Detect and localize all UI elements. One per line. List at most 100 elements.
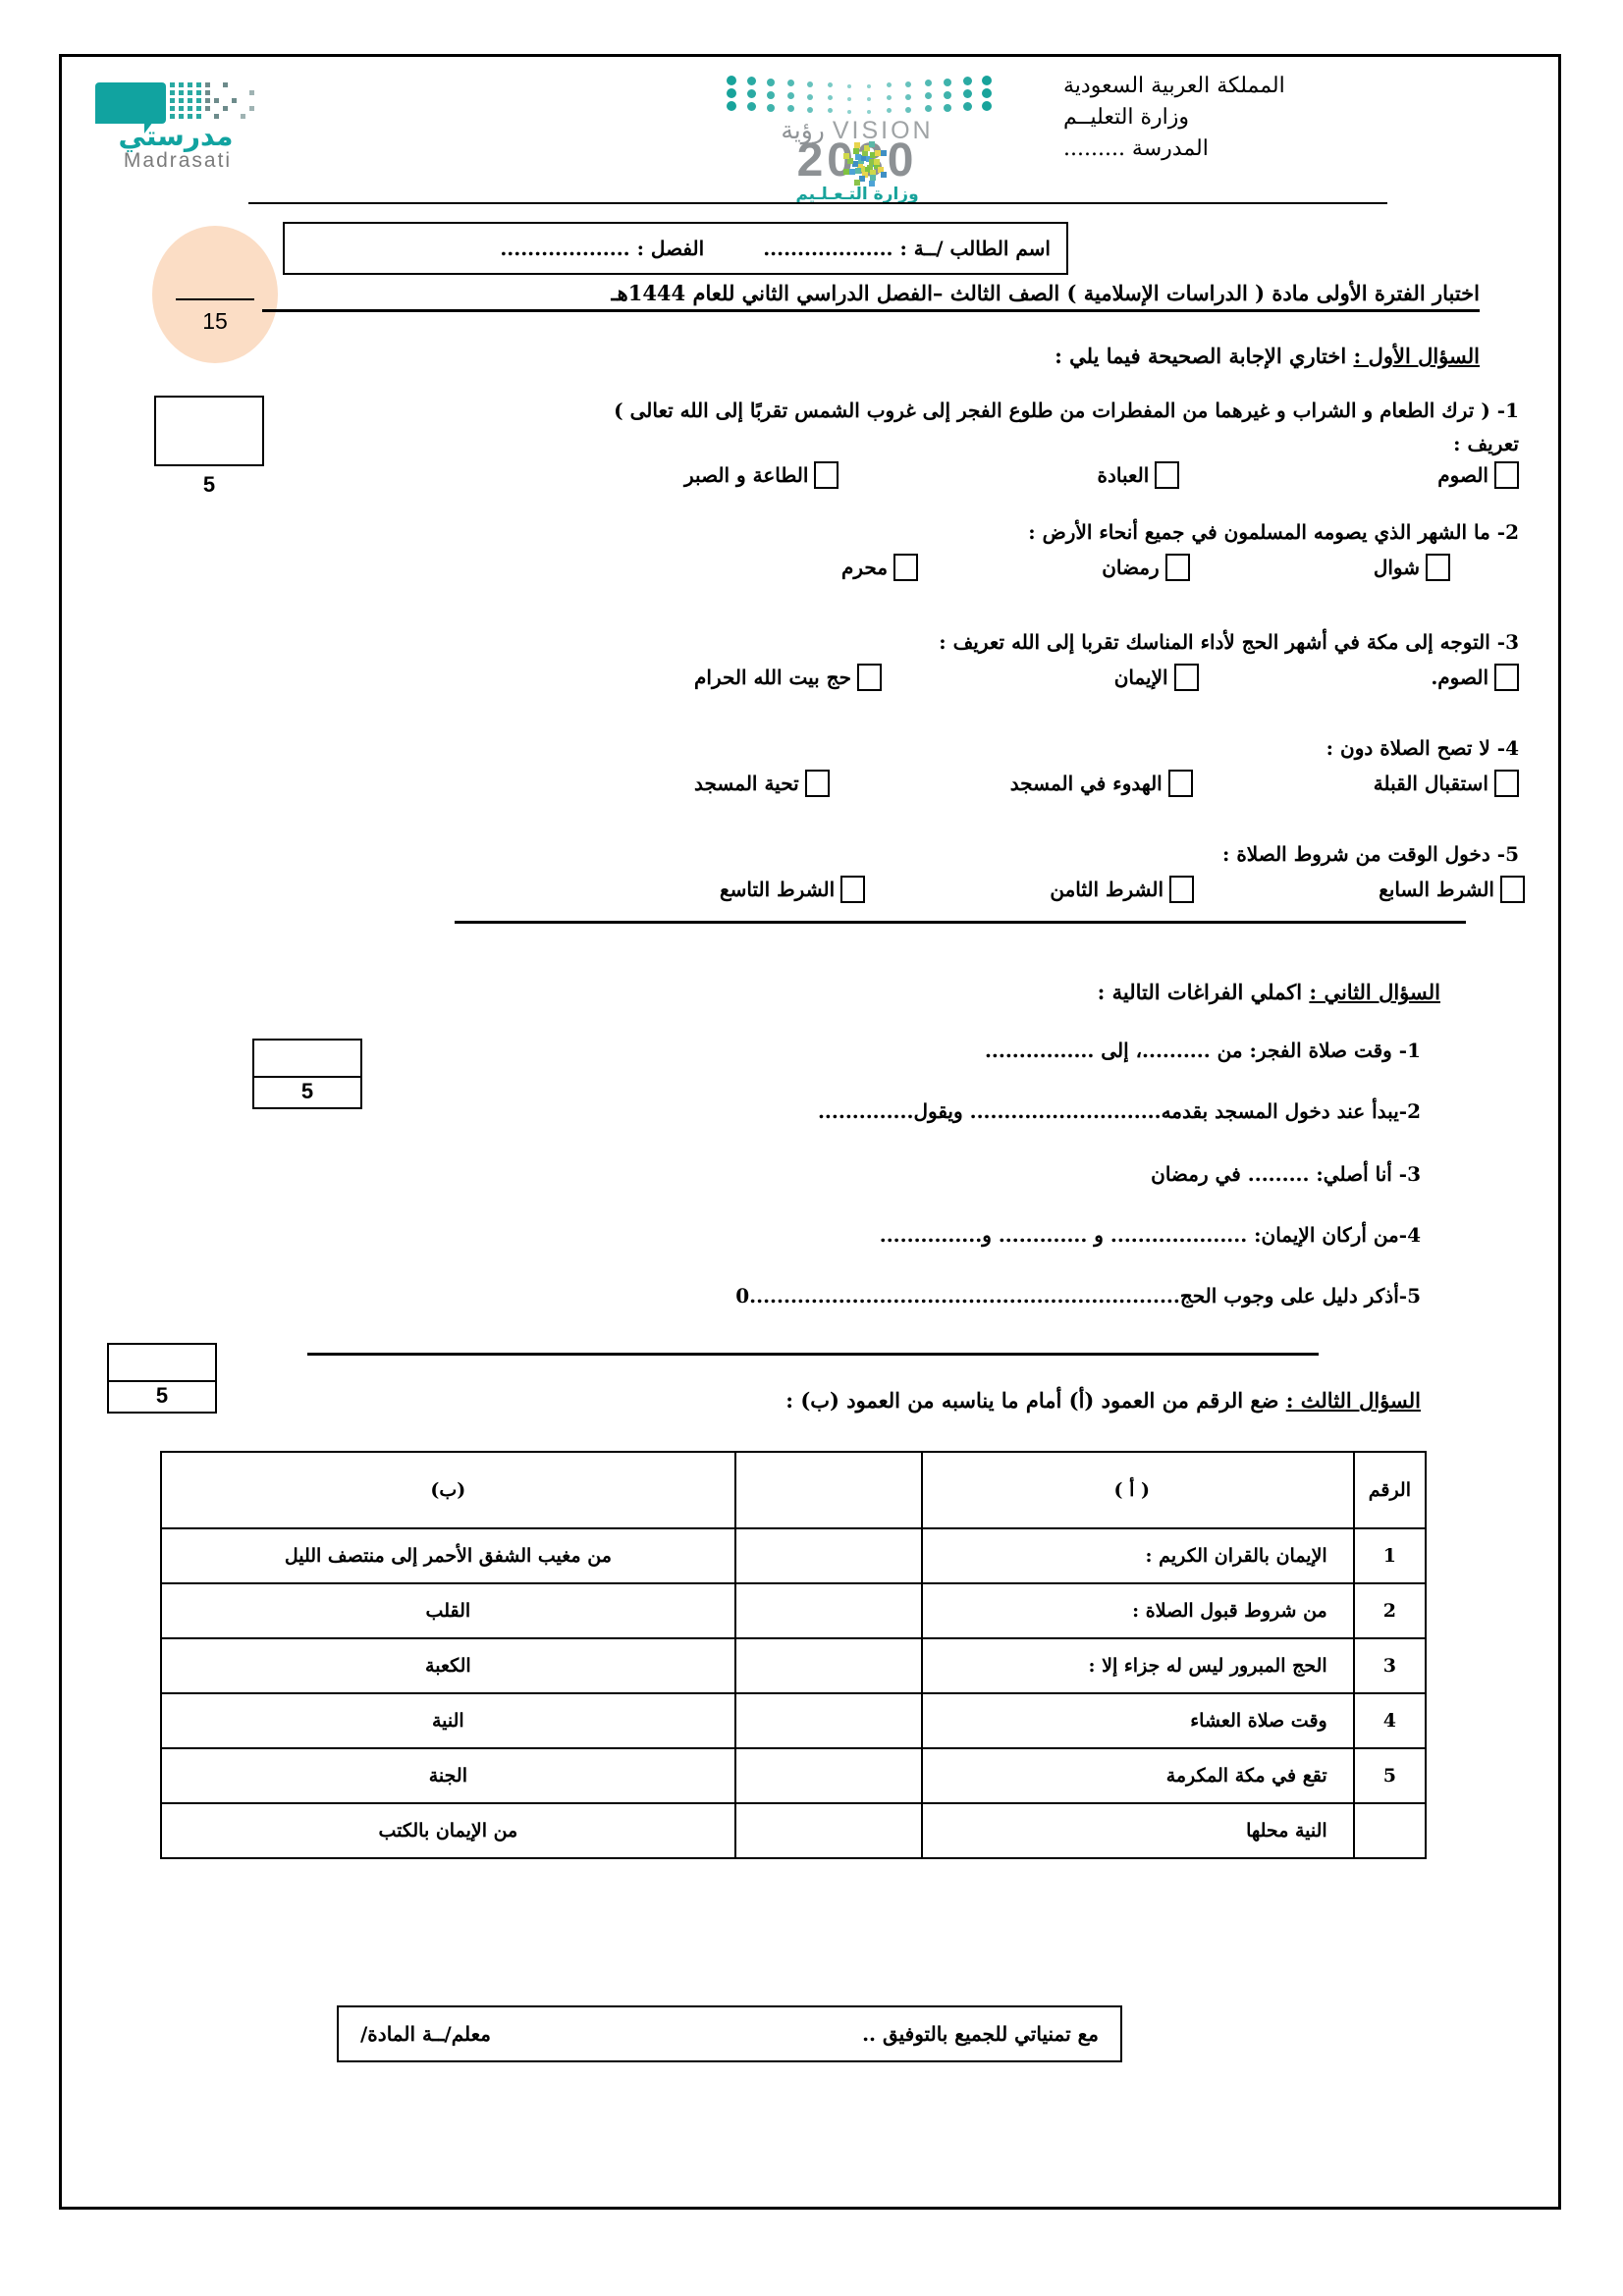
question2-item-3[interactable]: 3- أنا أصلي: ......... في رمضان	[1151, 1162, 1421, 1186]
row-column-b: من مغيب الشفق الأحمر إلى منتصف الليل	[160, 1527, 736, 1584]
saudi-emblem-icon	[841, 139, 887, 187]
vision-logo-en: VISION	[832, 117, 934, 144]
madrasati-logo: مدرستي Madrasati	[81, 77, 268, 172]
q1-item1-number: 1-	[1496, 399, 1519, 422]
question1-item-4-text: 4- لا تصح الصلاة دون :	[1326, 736, 1519, 760]
checkbox-icon[interactable]	[840, 876, 866, 903]
row-column-b: النية	[160, 1692, 736, 1749]
vision-logo-ar: رؤية	[781, 116, 825, 144]
q1-item5-option-2[interactable]: الشرط الثامن	[1050, 876, 1195, 903]
q1-item4-option-1[interactable]: استقبال القبلة	[1374, 770, 1519, 797]
question2-heading-label: السؤال الثاني :	[1309, 980, 1440, 1004]
q1-item5-option-1[interactable]: الشرط السابع	[1379, 876, 1525, 903]
checkbox-icon[interactable]	[1426, 554, 1450, 581]
row-answer-cell[interactable]	[733, 1692, 923, 1749]
ministry-line-3: المدرسة .........	[1063, 135, 1209, 161]
row-answer-cell[interactable]	[733, 1637, 923, 1694]
option-label: الصوم	[1437, 463, 1488, 487]
checkbox-icon[interactable]	[1155, 461, 1180, 489]
col-header-b: (ب)	[160, 1451, 736, 1529]
vision-2030-logo: VISIONرؤية 2030 وزارة التـعـلـيم	[710, 71, 1004, 204]
q1-item3-option-2[interactable]: الإيمان	[1114, 664, 1199, 691]
footer-wish-text: مع تمنياتي للجميع بالتوفيق ..	[862, 2022, 1099, 2046]
question1-heading: السؤال الأول : اختاري الإجابة الصحيحة في…	[1055, 344, 1480, 368]
checkbox-icon[interactable]	[893, 554, 919, 581]
question1-item-1-sub: تعريف :	[1453, 432, 1519, 455]
checkbox-icon[interactable]	[1164, 554, 1190, 581]
table-row: 2 من شروط قبول الصلاة : القلب	[160, 1582, 1428, 1639]
checkbox-icon[interactable]	[1169, 876, 1195, 903]
question3-score-box[interactable]: 5	[107, 1343, 217, 1414]
question3-heading-label: السؤال الثالث :	[1285, 1388, 1421, 1413]
row-number: 5	[1352, 1747, 1428, 1804]
question2-item-1[interactable]: 1- وقت صلاة الفجر: من ..........، إلى ..…	[984, 1039, 1421, 1062]
row-column-a: تقع في مكة المكرمة	[920, 1747, 1355, 1804]
row-number: 4	[1352, 1692, 1428, 1749]
header-divider	[248, 202, 1387, 204]
checkbox-icon[interactable]	[1167, 770, 1193, 797]
question2-score-box[interactable]: 5	[252, 1039, 362, 1109]
q1-item2-option-1[interactable]: شوال	[1374, 554, 1450, 581]
q1-item2-option-3[interactable]: محرم	[841, 554, 919, 581]
table-row: 4 وقت صلاة العشاء النية	[160, 1692, 1428, 1749]
class-field[interactable]: الفصل : ...................	[500, 237, 705, 260]
exam-title: اختبار الفترة الأولى مادة ( الدراسات الإ…	[262, 281, 1480, 312]
table-row: 1 الإيمان بالقران الكريم : من مغيب الشفق…	[160, 1527, 1428, 1584]
question2-item-2[interactable]: 2-يبدأ عند دخول المسجد بقدمه............…	[817, 1099, 1421, 1123]
student-name-field[interactable]: اسم الطالب /ــة : ...................	[763, 237, 1051, 260]
option-label: محرم	[841, 556, 889, 579]
question2-score-value: 5	[300, 1079, 314, 1103]
checkbox-icon[interactable]	[1494, 770, 1519, 797]
checkbox-icon[interactable]	[1494, 461, 1519, 489]
question1-score-box[interactable]: 5	[154, 396, 264, 497]
table-header-row: الرقم ( أ ) (ب)	[160, 1451, 1428, 1529]
question1-item-3-options: الصوم. الإيمان حج بيت الله الحرام	[694, 664, 1519, 691]
col-header-a: ( أ )	[920, 1451, 1355, 1529]
option-label: العبادة	[1097, 463, 1150, 487]
ministry-line-2: وزارة التعليــم	[1063, 104, 1190, 130]
row-column-b: الكعبة	[160, 1637, 736, 1694]
col-header-number: الرقم	[1352, 1451, 1428, 1529]
row-answer-cell[interactable]	[733, 1802, 923, 1859]
option-label: الصوم.	[1431, 666, 1488, 689]
exam-page: مدرستي Madrasati VISIONرؤية 2030 وزارة ا…	[59, 54, 1561, 2210]
page-header: مدرستي Madrasati VISIONرؤية 2030 وزارة ا…	[62, 65, 1558, 204]
row-column-a: الإيمان بالقران الكريم :	[920, 1527, 1355, 1584]
checkbox-icon[interactable]	[856, 664, 882, 691]
checkbox-icon[interactable]	[804, 770, 830, 797]
question1-item-2-text: 2- ما الشهر الذي يصومه المسلمون في جميع …	[1028, 520, 1519, 544]
question1-item-1-options: الصوم العبادة الطاعة و الصبر	[684, 461, 1519, 489]
question3-heading-text: ضع الرقم من العمود (أ) أمام ما يناسبه من…	[785, 1388, 1286, 1413]
row-answer-cell[interactable]	[733, 1527, 923, 1584]
q1-item4-option-2[interactable]: الهدوء في المسجد	[1010, 770, 1193, 797]
q1-item3-body: التوجه إلى مكة في أشهر الحج لأداء المناس…	[939, 630, 1490, 654]
q1-item4-number: 4-	[1496, 736, 1519, 760]
row-answer-cell[interactable]	[733, 1582, 923, 1639]
q1-item4-option-3[interactable]: تحية المسجد	[694, 770, 830, 797]
q1-item2-option-2[interactable]: رمضان	[1102, 554, 1190, 581]
q1-item1-option-3[interactable]: الطاعة و الصبر	[684, 461, 839, 489]
q1-item3-option-1[interactable]: الصوم.	[1431, 664, 1519, 691]
q1-item4-body: لا تصح الصلاة دون :	[1325, 736, 1490, 760]
row-answer-cell[interactable]	[733, 1747, 923, 1804]
matching-table: الرقم ( أ ) (ب) 1 الإيمان بالقران الكريم…	[160, 1451, 1428, 1859]
q1-item1-option-1[interactable]: الصوم	[1437, 461, 1519, 489]
vision-wordmark: VISION رؤية	[710, 116, 1004, 145]
row-number	[1352, 1802, 1428, 1859]
option-label: الشرط السابع	[1379, 878, 1494, 901]
question2-item-5[interactable]: 5-أذكر دليل على وجوب الحج...............…	[735, 1284, 1421, 1308]
q1-item2-number: 2-	[1496, 520, 1519, 544]
question2-heading-text: اكملي الفراغات التالية :	[1097, 980, 1310, 1004]
checkbox-icon[interactable]	[1494, 664, 1519, 691]
q1-item5-option-3[interactable]: الشرط التاسع	[720, 876, 866, 903]
q1-item3-number: 3-	[1496, 630, 1519, 654]
row-column-b: الجنة	[160, 1747, 736, 1804]
checkbox-icon[interactable]	[814, 461, 839, 489]
student-info-box[interactable]: اسم الطالب /ــة : ................... ال…	[283, 222, 1068, 275]
checkbox-icon[interactable]	[1500, 876, 1525, 903]
checkbox-icon[interactable]	[1173, 664, 1199, 691]
q1-item3-option-3[interactable]: حج بيت الله الحرام	[694, 664, 882, 691]
q1-item1-option-2[interactable]: العبادة	[1097, 461, 1180, 489]
total-grade-value: 15	[202, 308, 228, 334]
question2-item-4[interactable]: 4-من أركان الإيمان: ....................…	[879, 1223, 1421, 1247]
